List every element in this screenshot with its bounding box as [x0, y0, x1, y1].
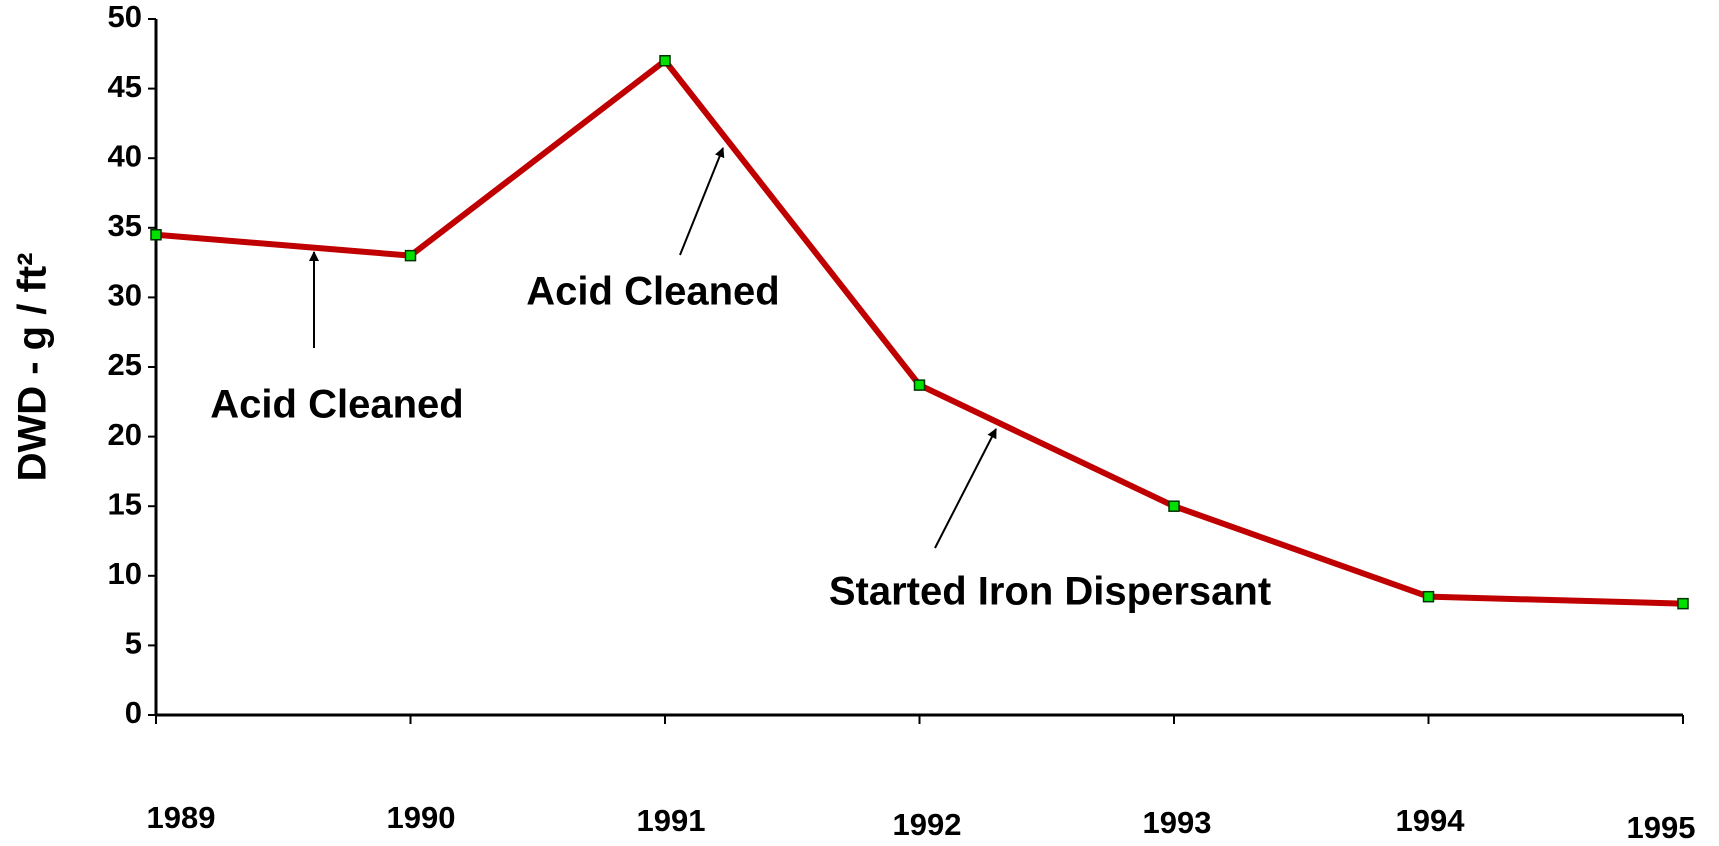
x-tick-label: 1989	[147, 800, 216, 835]
annotation: Started Iron Dispersant	[829, 570, 1271, 614]
x-tick-label: 1993	[1143, 805, 1212, 840]
y-tick-label: 45	[108, 69, 142, 104]
data-point	[913, 379, 926, 391]
x-tick-label: 1995	[1627, 810, 1696, 845]
data-line	[155, 57, 1684, 607]
arrow	[679, 147, 725, 256]
y-tick-label: 40	[108, 138, 142, 173]
data-point	[404, 249, 417, 262]
y-tick-label: 5	[125, 626, 142, 661]
data-point	[1422, 590, 1435, 603]
data-point	[1677, 597, 1689, 610]
y-tick-label: 30	[108, 278, 142, 313]
x-tick-label: 1994	[1396, 803, 1466, 838]
y-tick-label: 10	[108, 556, 142, 591]
annotation: Acid Cleaned	[210, 383, 463, 427]
y-tick-label: 50	[108, 0, 142, 34]
y-tick-label: 20	[108, 417, 142, 452]
y-tick-label: 0	[125, 695, 142, 730]
x-tick-label: 1992	[893, 807, 962, 842]
data-point	[659, 55, 671, 67]
y-axis-label: DWD - g / ft²	[11, 253, 55, 482]
y-tick-label: 15	[108, 486, 142, 521]
y-tick-label: 25	[108, 347, 142, 382]
x-tick-label: 1990	[387, 800, 456, 835]
data-point	[1168, 500, 1180, 512]
data-point	[150, 229, 162, 241]
x-tick-label: 1991	[637, 803, 706, 838]
arrow	[934, 428, 997, 549]
annotation: Acid Cleaned	[526, 270, 779, 314]
y-tick-label: 35	[108, 208, 142, 243]
